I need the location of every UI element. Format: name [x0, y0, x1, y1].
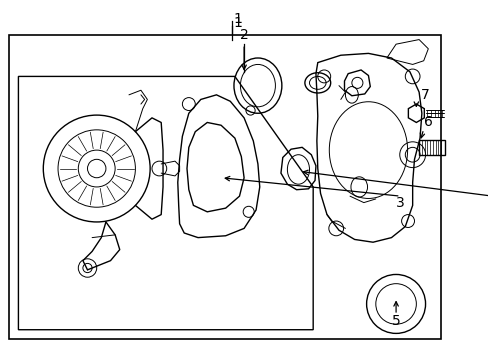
Bar: [418, 140, 444, 155]
Text: 3: 3: [395, 195, 404, 210]
Text: 7: 7: [420, 88, 429, 102]
Text: 2: 2: [239, 28, 248, 42]
Text: 1: 1: [233, 16, 242, 30]
Text: 5: 5: [391, 314, 400, 328]
Text: 6: 6: [423, 116, 432, 130]
Text: 1: 1: [233, 12, 242, 26]
